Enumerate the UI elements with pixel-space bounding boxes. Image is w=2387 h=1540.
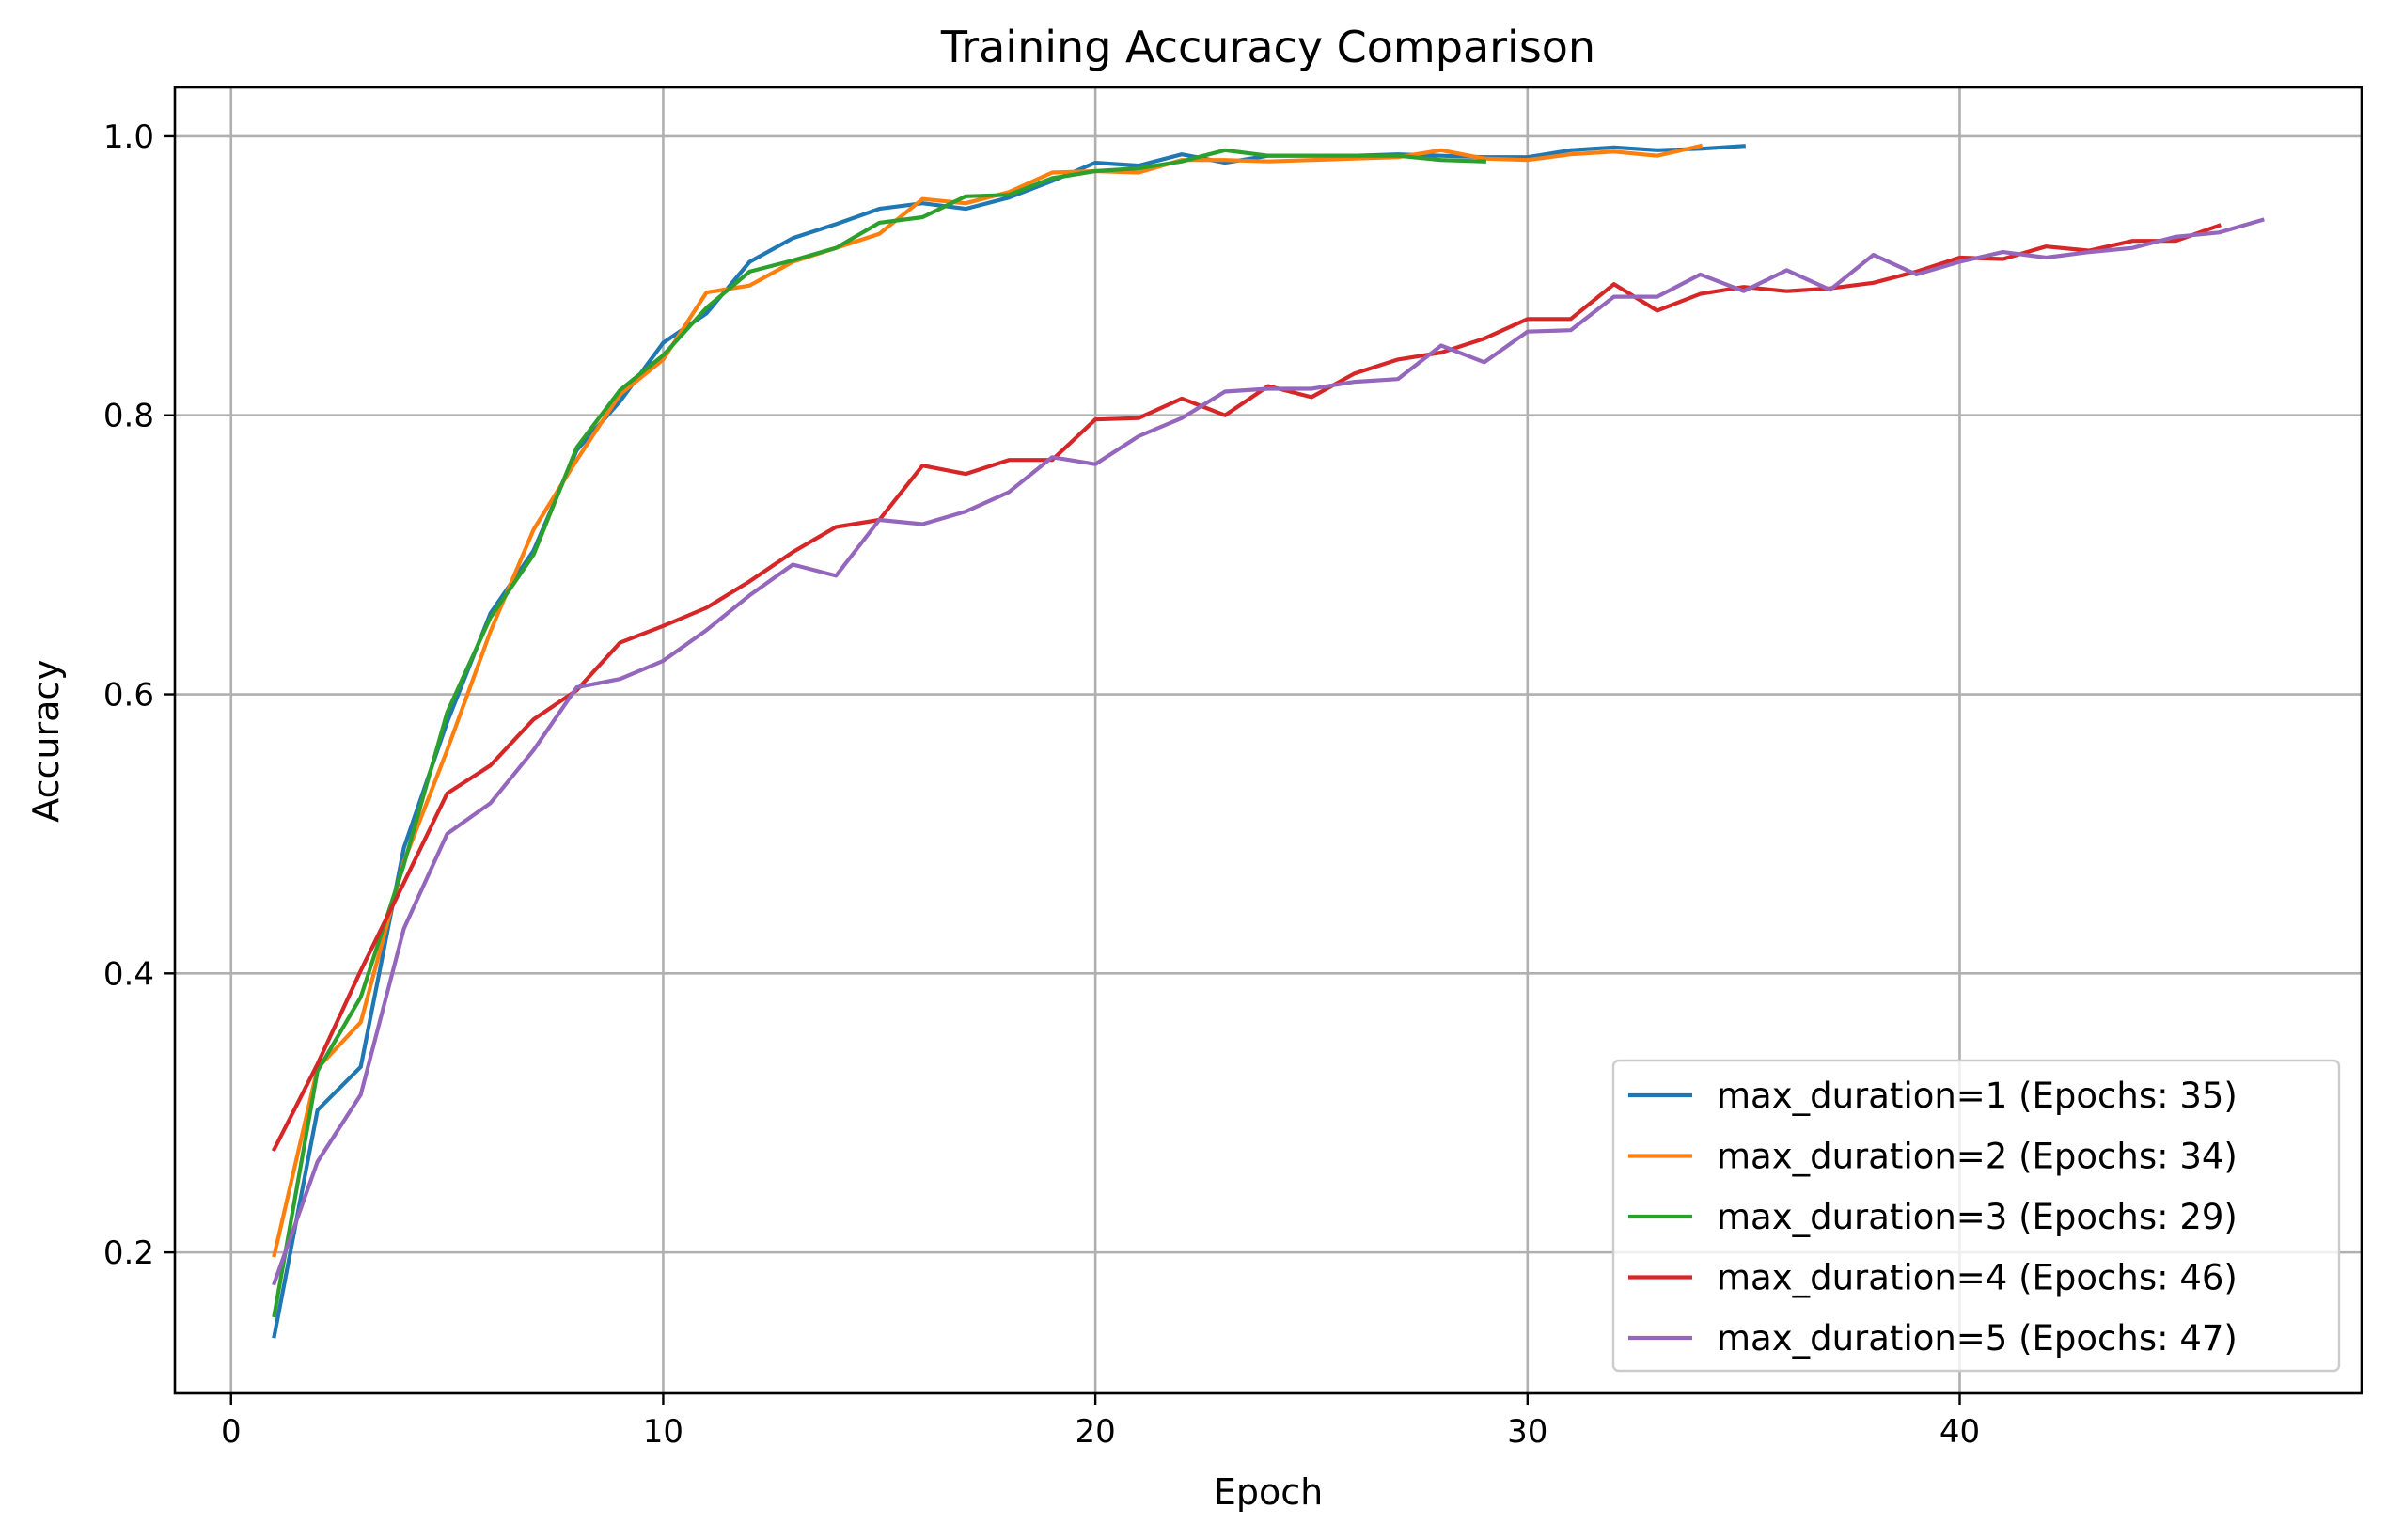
- legend-label-1: max_duration=1 (Epochs: 35): [1717, 1076, 2238, 1116]
- series-line-2: [272, 143, 1704, 1258]
- x-tick-label: 20: [1075, 1413, 1115, 1451]
- series-line-4: [271, 223, 2222, 1153]
- x-tick-label: 0: [221, 1413, 242, 1451]
- series-lines: [271, 143, 2265, 1339]
- chart-title: Training Accuracy Comparison: [940, 22, 1595, 72]
- series-line-5: [272, 217, 2265, 1286]
- y-tick-label: 0.8: [103, 398, 154, 435]
- y-tick-label: 0.2: [103, 1234, 154, 1272]
- legend-label-4: max_duration=4 (Epochs: 46): [1717, 1258, 2238, 1298]
- legend-box: [1611, 1059, 2341, 1373]
- x-tick-label: 30: [1507, 1413, 1547, 1451]
- legend: max_duration=1 (Epochs: 35) max_duration=…: [1611, 1059, 2341, 1373]
- y-tick-label: 0.6: [103, 677, 154, 715]
- x-tick-label: 40: [1939, 1413, 1980, 1451]
- legend-label-2: max_duration=2 (Epochs: 34): [1717, 1137, 2238, 1177]
- grid: [175, 87, 2362, 1393]
- y-axis-label: Accuracy: [25, 659, 67, 823]
- axis-ticks: 0 10 20 30 40 0.2 0.4 0.6 0.8 1.0: [103, 118, 1980, 1451]
- legend-label-3: max_duration=3 (Epochs: 29): [1717, 1197, 2238, 1237]
- y-tick-label: 0.4: [103, 955, 154, 993]
- series-line-3: [272, 148, 1486, 1318]
- legend-label-5: max_duration=5 (Epochs: 47): [1717, 1318, 2238, 1359]
- x-axis-label: Epoch: [1214, 1471, 1323, 1513]
- x-tick-label: 10: [643, 1413, 683, 1451]
- y-tick-label: 1.0: [103, 118, 154, 156]
- plot-frame: [173, 86, 2363, 1395]
